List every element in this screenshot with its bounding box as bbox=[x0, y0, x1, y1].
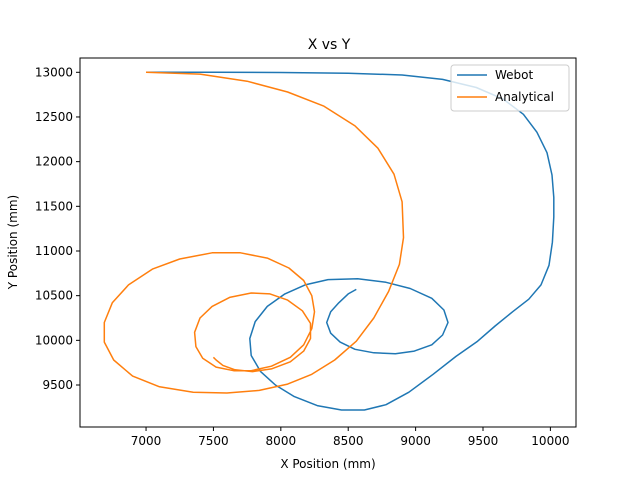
x-axis-label: X Position (mm) bbox=[280, 457, 375, 471]
x-tick-label: 10000 bbox=[531, 434, 569, 448]
series-line-webot bbox=[146, 71, 555, 411]
y-tick-label: 12000 bbox=[35, 155, 73, 169]
plot-frame bbox=[79, 57, 577, 428]
legend-label-webot: Webot bbox=[495, 68, 534, 82]
y-axis-label: Y Position (mm) bbox=[6, 195, 20, 290]
x-axis-ticks: 7000 7500 8000 8500 9000 9500 10000 bbox=[131, 427, 569, 448]
y-tick-label: 11000 bbox=[35, 244, 73, 258]
y-tick-label: 11500 bbox=[35, 199, 73, 213]
series-line-analytical bbox=[103, 71, 405, 394]
legend: Webot Analytical bbox=[450, 64, 570, 112]
chart-title: X vs Y bbox=[308, 37, 351, 53]
legend-box bbox=[450, 64, 570, 112]
x-tick-label: 8000 bbox=[266, 434, 297, 448]
x-tick-label: 9500 bbox=[468, 434, 499, 448]
legend-label-analytical: Analytical bbox=[495, 90, 554, 104]
y-tick-label: 10000 bbox=[35, 333, 73, 347]
plot-area bbox=[103, 71, 555, 411]
x-tick-label: 9000 bbox=[400, 434, 431, 448]
x-tick-label: 8500 bbox=[333, 434, 364, 448]
y-axis-ticks: 9500 10000 10500 11000 11500 12000 12500 13000 bbox=[35, 65, 80, 392]
x-tick-label: 7500 bbox=[198, 434, 229, 448]
y-tick-label: 12500 bbox=[35, 110, 73, 124]
y-tick-label: 13000 bbox=[35, 65, 73, 79]
y-tick-label: 9500 bbox=[42, 378, 73, 392]
y-tick-label: 10500 bbox=[35, 289, 73, 303]
x-tick-label: 7000 bbox=[131, 434, 162, 448]
